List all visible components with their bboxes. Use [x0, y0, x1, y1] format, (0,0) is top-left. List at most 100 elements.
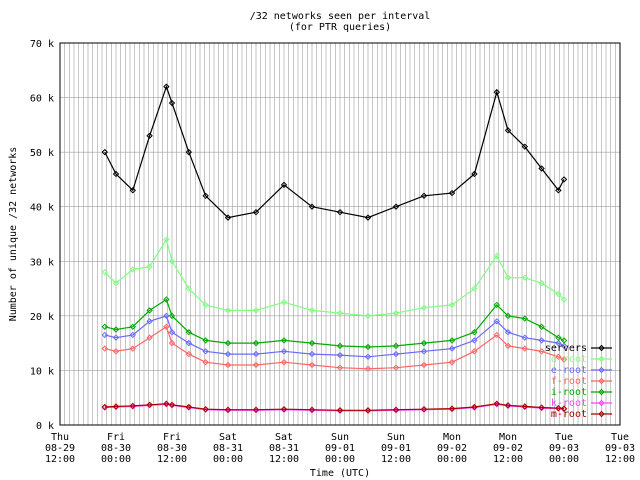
data-point-servers [101, 148, 109, 156]
data-point-servers [308, 203, 316, 210]
data-point-servers [185, 148, 193, 156]
data-point-servers [493, 88, 501, 96]
data-point-i-root [521, 315, 529, 322]
data-point-servers [112, 170, 120, 178]
y-tick-label: 70 k [30, 39, 54, 50]
y-tick-label: 20 k [30, 312, 54, 323]
legend-label: i-root [551, 387, 587, 398]
data-point-e-root [538, 337, 545, 344]
data-point-m-root [336, 407, 344, 414]
series-group [101, 83, 568, 415]
data-point-f-root [336, 364, 344, 371]
legend-label: d-root [551, 354, 587, 365]
data-point-servers [538, 165, 545, 172]
data-point-d-root [129, 266, 137, 273]
series-line-servers [104, 84, 565, 219]
axis-ticks: 0 k10 k20 k30 k40 k50 k60 k70 kThu08-291… [30, 39, 635, 465]
data-point-i-root [146, 307, 153, 314]
data-point-d-root [168, 258, 176, 265]
data-point-servers [471, 170, 478, 178]
legend-marker [598, 410, 605, 418]
data-point-e-root [224, 350, 232, 358]
data-point-m-root [101, 403, 109, 411]
data-point-i-root [202, 337, 209, 344]
data-point-f-root [504, 342, 512, 350]
chart-subtitle: (for PTR queries) [289, 22, 391, 33]
data-point-m-root [112, 403, 120, 410]
data-point-d-root [493, 252, 501, 260]
data-point-e-root [448, 345, 456, 352]
x-tick-time: 12:00 [605, 454, 635, 465]
x-tick-time: 00:00 [213, 454, 243, 465]
data-point-e-root [555, 339, 562, 347]
data-point-m-root [471, 403, 478, 411]
legend: serversd-roote-rootf-rooti-rootk-rootm-r… [545, 343, 612, 420]
data-point-f-root [129, 345, 137, 352]
data-point-d-root [112, 279, 120, 287]
data-point-d-root [336, 309, 344, 317]
x-tick-time: 00:00 [325, 454, 355, 465]
data-point-i-root [448, 337, 456, 344]
x-tick-date: 09-03 [549, 443, 579, 454]
data-point-i-root [364, 343, 372, 351]
data-point-d-root [521, 274, 529, 281]
x-tick-day: Sun [331, 432, 349, 443]
x-tick-time: 12:00 [381, 454, 411, 465]
legend-marker [598, 344, 605, 352]
data-point-servers [252, 208, 260, 216]
data-point-f-root [280, 359, 288, 366]
data-point-m-root [521, 403, 529, 410]
data-point-e-root [112, 334, 120, 341]
y-tick-label: 60 k [30, 94, 54, 105]
data-point-servers [129, 187, 137, 194]
data-point-servers [146, 132, 153, 139]
data-point-d-root [252, 307, 260, 314]
x-tick-date: 09-02 [493, 443, 523, 454]
data-point-d-root [555, 290, 562, 298]
data-point-f-root [185, 350, 193, 358]
data-point-i-root [168, 312, 176, 320]
x-tick-time: 00:00 [549, 454, 579, 465]
data-point-e-root [471, 337, 478, 344]
data-point-f-root [521, 345, 529, 352]
data-point-i-root [560, 337, 568, 344]
x-tick-date: 08-31 [213, 443, 243, 454]
data-point-f-root [168, 339, 176, 347]
data-point-e-root [101, 331, 109, 339]
x-tick-day: Thu [51, 432, 69, 443]
data-point-f-root [555, 353, 562, 360]
data-point-m-root [560, 405, 568, 412]
data-point-e-root [336, 351, 344, 359]
data-point-m-root [364, 407, 372, 414]
x-tick-time: 12:00 [157, 454, 187, 465]
data-point-i-root [336, 342, 344, 350]
x-tick-time: 12:00 [493, 454, 523, 465]
x-tick-date: 09-02 [437, 443, 467, 454]
data-point-d-root [471, 285, 478, 292]
data-point-f-root [560, 356, 568, 363]
data-point-servers [163, 83, 170, 90]
grid [60, 43, 620, 425]
y-tick-label: 0 k [36, 421, 54, 432]
data-point-d-root [308, 307, 316, 314]
data-point-m-root [129, 402, 137, 410]
x-tick-date: 08-31 [269, 443, 299, 454]
data-point-servers [224, 214, 232, 221]
data-point-d-root [448, 301, 456, 309]
x-tick-date: 09-01 [381, 443, 411, 454]
data-point-servers [504, 127, 512, 134]
x-tick-day: Sun [387, 432, 405, 443]
legend-label: m-root [551, 409, 587, 420]
data-point-m-root [448, 405, 456, 412]
data-point-servers [555, 187, 562, 194]
data-point-m-root [185, 403, 193, 411]
data-point-servers [521, 143, 529, 150]
data-point-d-root [560, 296, 568, 303]
data-point-m-root [420, 405, 428, 413]
data-point-f-root [163, 323, 170, 330]
data-point-e-root [521, 334, 529, 341]
data-point-i-root [538, 323, 545, 330]
data-point-e-root [168, 329, 176, 336]
x-tick-day: Sat [275, 432, 293, 443]
